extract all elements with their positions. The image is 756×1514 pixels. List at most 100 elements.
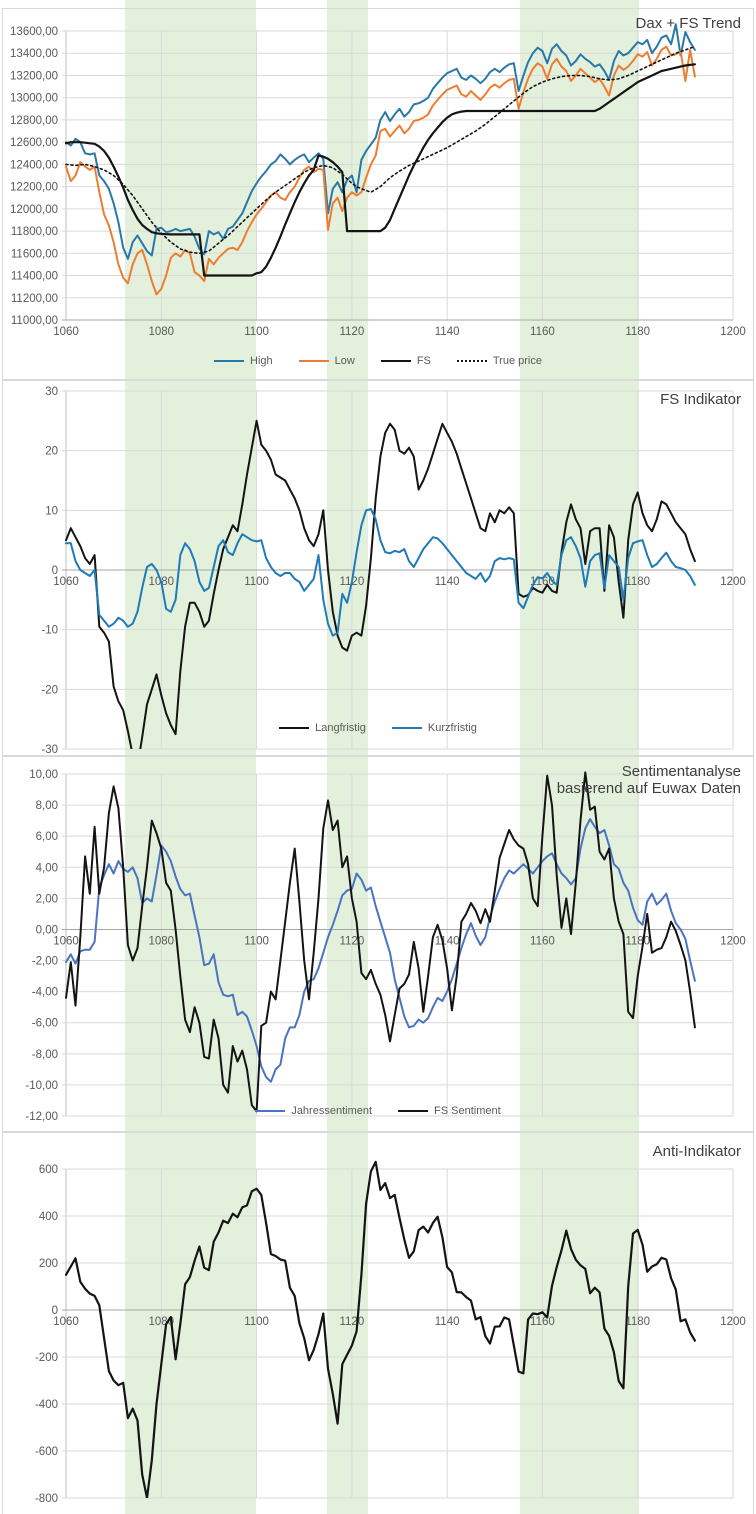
legend-label: Langfristig [315,722,366,734]
legend-item-low: Low [298,355,355,367]
y-axis-label: 20 [45,446,58,458]
y-axis-label: 11000,00 [11,315,58,327]
y-axis-label: -800 [35,1493,58,1505]
x-axis-label: 1080 [148,935,174,947]
x-axis-label: 1160 [530,935,555,947]
x-axis-label: 1060 [53,326,79,338]
x-axis-label: 1180 [625,935,650,947]
legend-line-swatch [456,360,487,362]
y-axis-label: 10,00 [29,769,58,781]
y-axis-label: -10,00 [25,1080,58,1092]
chart-panel-anti-indikator[interactable]: 600 400 200 0 -200 -400 -600 -800 1060 1080 1100 11… [2,1132,754,1514]
x-axis-label: 1200 [720,1316,746,1328]
x-axis-label: 1140 [435,326,460,338]
chart-title: FS Indikator [660,391,741,408]
series-line-fs-sentiment [65,771,696,1113]
chart-legend: High Low FS True price [3,355,753,367]
y-axis-label: 11800,00 [11,226,58,238]
y-axis-label: -2,00 [32,956,58,968]
y-axis-label: 11600,00 [11,248,58,260]
x-axis-label: 1140 [435,935,460,947]
legend-line-swatch [380,360,411,362]
series-group [65,1160,697,1498]
y-axis-label: 12800,00 [10,115,58,127]
y-axis-label: 4,00 [36,862,58,874]
chart-panel-sentimentanalyse[interactable]: 10,00 8,00 6,00 4,00 2,00 0,00 -2,00 -4,00 -6,00… [2,756,754,1132]
legend-item-true-price: True price [456,355,542,367]
x-axis-label: 1100 [244,576,269,588]
y-axis-label: -8,00 [32,1049,58,1061]
y-axis-label: 11400,00 [11,271,58,283]
x-axis-label: 1060 [53,1316,79,1328]
y-axis-label: 11200,00 [11,293,58,305]
series-group [65,771,696,1113]
chart-title-line2: basierend auf Euwax Daten [556,780,741,797]
series-line-langfristig [65,419,696,749]
legend-label: FS [416,355,431,367]
y-axis-label: 12400,00 [10,159,58,171]
series-group [65,23,697,296]
chart-title: Anti-Indikator [652,1143,741,1160]
y-axis-label: 13200,00 [10,70,58,82]
y-axis-label: -30 [41,744,58,755]
x-axis-label: 1120 [339,326,364,338]
x-axis-label: 1080 [148,326,174,338]
y-axis-label: -400 [35,1399,58,1411]
legend-line-swatch [255,1110,286,1112]
legend-item-high: High [214,355,273,367]
y-axis-label: 30 [45,386,58,398]
chart-legend: Langfristig Kurzfristig [3,722,753,734]
legend-label: Low [334,355,355,367]
chart-title-line1: Sentimentanalyse [621,763,741,780]
x-axis-label: 1120 [339,935,364,947]
y-axis-label: 0,00 [36,924,58,936]
x-axis-label: 1160 [530,326,555,338]
series-line-anti-indikator [65,1160,697,1498]
y-axis-label: 600 [39,1164,58,1176]
x-axis-label: 1100 [244,1316,269,1328]
legend-line-swatch [398,1110,429,1112]
y-axis-label: -200 [35,1352,58,1364]
legend-label: Kurzfristig [427,722,477,734]
x-axis-label: 1080 [148,1316,174,1328]
y-axis-label: 0 [52,1305,58,1317]
green-highlight-band [519,0,640,1514]
y-axis-label: 200 [39,1258,58,1270]
legend-line-swatch [298,360,329,362]
legend-label: True price [492,355,542,367]
y-axis-label: 13600,00 [10,26,58,38]
series-line-low [65,45,696,296]
y-axis-label: 12000,00 [10,204,58,216]
chart-title: Dax + FS Trend [635,15,741,32]
chart-title: Sentimentanalyse basierend auf Euwax Dat… [557,763,741,797]
chart-panel-fs-indikator[interactable]: 30 20 10 0 -10 -20 -30 1060 1080 1100 1120 1140 1160… [2,380,754,756]
chart-panel-dax-fs-trend[interactable]: 13600,00 13400,00 13200,00 13000,00 12800,00… [2,8,754,380]
x-axis-label: 1100 [244,326,269,338]
x-axis-label: 1180 [625,1316,650,1328]
y-axis-label: 2,00 [36,893,58,905]
x-axis-label: 1180 [625,326,650,338]
series-line-high [65,23,696,260]
y-axis-label: -4,00 [32,987,58,999]
legend-item-langfristig: Langfristig [279,722,366,734]
y-axis-label: 12600,00 [10,137,58,149]
legend-label: High [250,355,273,367]
dax-fs-trend-chart-canvas: 13600,00 13400,00 13200,00 13000,00 12800,00… [10,23,746,338]
x-axis-label: 1200 [720,576,746,588]
x-axis-label: 1160 [530,1316,555,1328]
x-axis-label: 1200 [720,935,746,947]
legend-line-swatch [214,360,244,362]
y-axis-label: 13000,00 [10,93,58,105]
legend-item-kurzfristig: Kurzfristig [391,722,477,734]
legend-label: FS Sentiment [434,1105,501,1117]
x-axis-label: 1200 [720,326,746,338]
series-line-true-price [65,45,696,255]
x-axis-label: 1180 [625,576,650,588]
x-axis-label: 1140 [435,1316,460,1328]
x-axis-label: 1140 [435,576,460,588]
legend-line-swatch [391,727,422,729]
sentimentanalyse-chart-canvas: 10,00 8,00 6,00 4,00 2,00 0,00 -2,00 -4,00 -6,00… [25,769,746,1123]
anti-indikator-chart-canvas: 600 400 200 0 -200 -400 -600 -800 1060 1080 1100 11… [35,1160,746,1505]
y-axis-label: -20 [41,684,58,696]
